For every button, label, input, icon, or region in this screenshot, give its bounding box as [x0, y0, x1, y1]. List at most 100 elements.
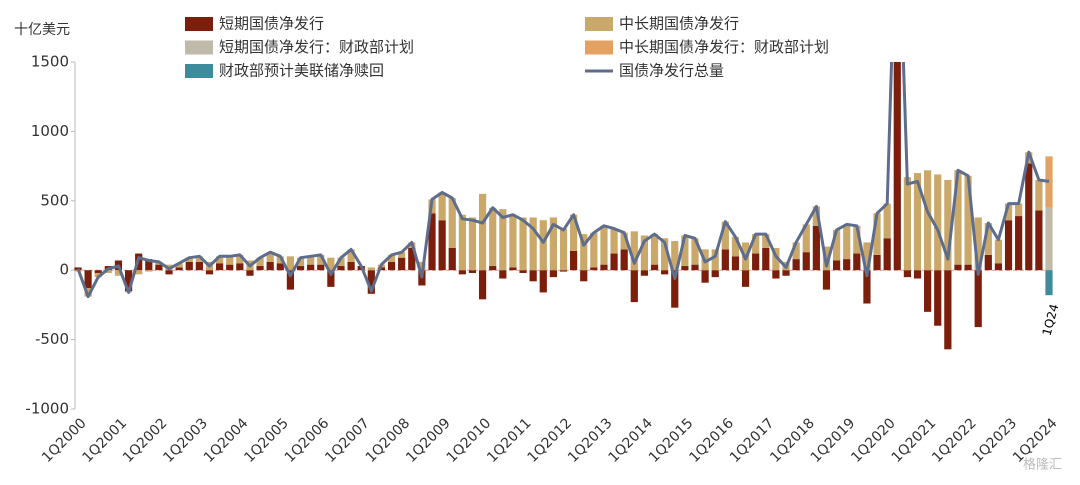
bar [1035, 179, 1043, 211]
legend-label: 中长期国债净发行：财政部计划 [619, 38, 829, 56]
bar [559, 270, 568, 272]
bar [408, 247, 416, 271]
bar [499, 270, 507, 279]
bar [489, 207, 497, 267]
bar [792, 242, 800, 260]
bar [661, 270, 669, 275]
bar [671, 241, 679, 271]
bar [620, 249, 628, 271]
bar [307, 256, 315, 265]
bar [741, 270, 750, 287]
bar [428, 213, 436, 271]
bar [195, 261, 203, 271]
bar [529, 270, 537, 282]
bar [873, 213, 881, 255]
bar [843, 259, 851, 271]
bar [205, 270, 214, 275]
bar [448, 198, 456, 248]
bar [236, 254, 244, 264]
legend-label: 中长期国债净发行 [619, 15, 739, 33]
bar [1045, 270, 1053, 296]
bar [752, 234, 760, 254]
y-tick-label: 0 [59, 261, 69, 279]
bar [104, 270, 112, 273]
bar [630, 270, 638, 303]
bar [438, 192, 446, 221]
bar [185, 257, 193, 262]
bar [782, 270, 790, 276]
bar [337, 257, 345, 267]
bar [752, 253, 760, 271]
bar [286, 256, 295, 271]
bar [327, 270, 335, 287]
bar [539, 220, 547, 271]
bar [731, 236, 740, 257]
bar [994, 239, 1003, 264]
bar [934, 270, 942, 326]
bar [468, 217, 477, 271]
bar [327, 257, 335, 271]
bar [509, 214, 517, 268]
bar [792, 259, 800, 271]
bar [731, 256, 740, 271]
bar [883, 203, 891, 239]
bar [580, 270, 588, 282]
legend-swatch [185, 17, 213, 31]
bar [337, 266, 345, 271]
y-tick-label: -500 [35, 330, 69, 348]
bar [1015, 216, 1023, 271]
y-tick-label: 1000 [31, 122, 69, 140]
bar [610, 253, 618, 271]
bar [1004, 203, 1013, 221]
bar [650, 234, 659, 265]
legend-swatch [585, 40, 613, 55]
bar [499, 209, 507, 271]
bar [256, 266, 264, 271]
bar [165, 270, 173, 275]
bar [944, 179, 952, 271]
bar [590, 232, 598, 268]
bar [701, 270, 709, 283]
bar [1015, 203, 1023, 217]
bar [367, 270, 375, 294]
bar [913, 270, 922, 279]
bar [1025, 163, 1033, 271]
bar [681, 235, 689, 267]
bar [570, 250, 578, 271]
bar [772, 270, 780, 279]
bar [317, 264, 325, 271]
bar [509, 267, 517, 271]
bar [124, 270, 133, 292]
bar [812, 225, 820, 271]
bar [924, 270, 932, 312]
bar [711, 270, 719, 278]
bar [832, 229, 841, 261]
legend-swatch [585, 17, 613, 31]
bar [721, 249, 729, 271]
bar [964, 264, 972, 271]
bar [448, 247, 456, 271]
bar [256, 257, 264, 267]
bar [600, 225, 608, 265]
bar [570, 214, 578, 251]
bar [519, 217, 527, 271]
bar [155, 264, 163, 271]
bar [468, 270, 477, 273]
bar [529, 217, 537, 271]
bar [276, 263, 284, 271]
bar [691, 238, 699, 265]
bar [367, 267, 375, 271]
y-tick-label: 500 [40, 191, 69, 209]
bar [853, 253, 861, 271]
bar [398, 252, 406, 258]
bar [873, 254, 881, 271]
bar [822, 270, 831, 290]
bar [974, 217, 982, 271]
bar [1045, 207, 1053, 271]
bar [863, 270, 871, 304]
bar [458, 214, 466, 271]
bar [549, 270, 557, 278]
bar [802, 224, 810, 253]
bar [762, 234, 770, 248]
